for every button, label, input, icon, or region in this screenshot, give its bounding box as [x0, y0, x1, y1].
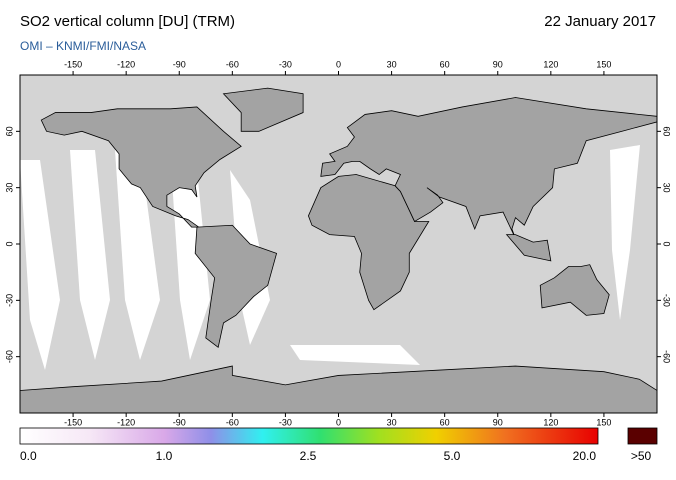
lat-label-left: -30	[4, 294, 14, 307]
lon-label-top: 0	[336, 59, 341, 69]
landmass	[505, 234, 552, 262]
lon-label-bottom: -120	[117, 417, 135, 427]
lon-label-top: -30	[279, 59, 292, 69]
lat-label-left: 60	[4, 126, 14, 136]
landmass	[307, 174, 430, 311]
colorbar-overflow-label: >50	[631, 449, 652, 463]
source: OMI – KNMI/FMI/NASA	[20, 39, 146, 53]
map	[20, 75, 657, 413]
lon-label-bottom: 90	[493, 417, 503, 427]
lat-label-right: 0	[662, 241, 672, 246]
graticule: -150 -150 -120 -120 -90 -90 -60 -60 -30 -30 0 0 30 30…	[4, 59, 671, 427]
lon-label-top: -120	[117, 59, 135, 69]
lon-label-top: 150	[596, 59, 611, 69]
lon-label-bottom: -30	[279, 417, 292, 427]
colorbar-label: 1.0	[156, 449, 173, 463]
colorbar	[19, 427, 599, 445]
lon-label-bottom: 150	[596, 417, 611, 427]
lon-label-top: 60	[440, 59, 450, 69]
orbit-gaps	[20, 145, 640, 370]
lon-label-top: 90	[493, 59, 503, 69]
colorbar-overflow	[627, 427, 658, 445]
lat-label-left: 0	[4, 241, 14, 246]
colorbar-label: 0.0	[20, 449, 37, 463]
landmass	[20, 365, 657, 413]
lon-label-bottom: -60	[226, 417, 239, 427]
title: SO2 vertical column [DU] (TRM)	[20, 13, 235, 30]
landmass	[222, 87, 304, 132]
landmass	[194, 224, 278, 348]
date: 22 January 2017	[544, 13, 656, 30]
land	[20, 87, 657, 413]
colorbar-label: 20.0	[573, 449, 597, 463]
gap	[115, 150, 160, 360]
lat-label-left: 30	[4, 183, 14, 193]
lat-label-right: 60	[662, 126, 672, 136]
gap	[20, 160, 60, 370]
lon-label-bottom: -150	[64, 417, 82, 427]
lon-label-bottom: 0	[336, 417, 341, 427]
gap	[170, 150, 210, 360]
gap	[290, 345, 420, 365]
lon-label-bottom: -90	[173, 417, 186, 427]
landmass	[40, 106, 242, 228]
lat-label-left: -60	[4, 350, 14, 363]
colorbar-label: 2.5	[300, 449, 317, 463]
lon-label-top: -150	[64, 59, 82, 69]
lon-label-bottom: 30	[387, 417, 397, 427]
gap	[610, 145, 640, 320]
lon-label-top: -90	[173, 59, 186, 69]
lon-label-top: 30	[387, 59, 397, 69]
lon-label-bottom: 120	[543, 417, 558, 427]
colorbar-label: 5.0	[444, 449, 461, 463]
lon-label-top: 120	[543, 59, 558, 69]
lat-label-right: -30	[662, 294, 672, 307]
gap	[70, 150, 110, 360]
lon-label-bottom: 60	[440, 417, 450, 427]
lat-label-right: 30	[662, 183, 672, 193]
lat-label-right: -60	[662, 350, 672, 363]
landmass	[539, 264, 610, 316]
landmass	[320, 97, 657, 239]
lon-label-top: -60	[226, 59, 239, 69]
